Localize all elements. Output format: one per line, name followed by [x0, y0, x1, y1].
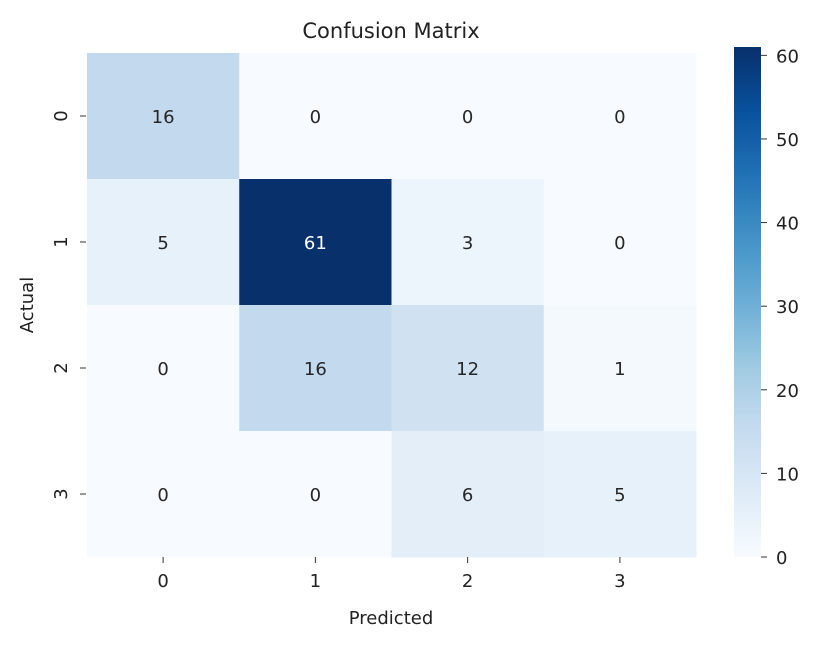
colorbar-tick-label-60: 60	[776, 46, 799, 67]
cell-label-2-2: 12	[456, 359, 479, 380]
cell-0-3	[543, 53, 697, 180]
x-tick-label-0: 0	[157, 571, 168, 592]
cell-label-1-2: 3	[462, 233, 473, 254]
cell-1-3	[543, 179, 697, 306]
cell-3-0	[87, 431, 240, 558]
cell-label-3-3: 5	[614, 485, 625, 506]
cell-1-2	[391, 179, 545, 306]
cell-2-2	[391, 305, 545, 432]
x-tick-label-2: 2	[462, 571, 473, 592]
y-tick-label-2: 2	[51, 362, 72, 373]
cell-2-1	[239, 305, 392, 432]
colorbar-tick-label-20: 20	[776, 381, 799, 402]
y-tick-label-1: 1	[51, 236, 72, 247]
cell-3-3	[543, 431, 697, 558]
y-tick-label-0: 0	[51, 110, 72, 121]
cell-label-2-3: 1	[614, 359, 625, 380]
cell-label-0-0: 16	[152, 107, 175, 128]
cell-2-0	[87, 305, 240, 432]
chart-title: Confusion Matrix	[302, 19, 479, 43]
cell-2-3	[543, 305, 697, 432]
cell-label-3-1: 0	[310, 485, 321, 506]
y-axis-label: Actual	[17, 277, 38, 333]
cell-label-0-2: 0	[462, 107, 473, 128]
cell-1-1	[239, 179, 392, 306]
y-tick-label-3: 3	[51, 488, 72, 499]
cell-label-0-3: 0	[614, 107, 625, 128]
cell-label-3-0: 0	[157, 485, 168, 506]
colorbar	[734, 47, 761, 557]
colorbar-tick-label-30: 30	[776, 297, 799, 318]
cell-label-1-0: 5	[157, 233, 168, 254]
colorbar-tick-label-0: 0	[776, 548, 787, 569]
cell-0-1	[239, 53, 392, 180]
colorbar-ticks: 0 10 20 30 40 50 60	[761, 46, 799, 569]
x-axis-label: Predicted	[349, 608, 434, 629]
cell-0-2	[391, 53, 545, 180]
x-ticks: 0 1 2 3	[157, 557, 626, 592]
cell-3-1	[239, 431, 392, 558]
cell-0-0	[87, 53, 240, 180]
y-ticks: 0 1 2 3	[51, 110, 86, 500]
cell-1-0	[87, 179, 240, 306]
cell-label-3-2: 6	[462, 485, 473, 506]
cell-label-2-0: 0	[157, 359, 168, 380]
x-tick-label-1: 1	[310, 571, 321, 592]
colorbar-tick-label-40: 40	[776, 214, 799, 235]
cell-label-0-1: 0	[310, 107, 321, 128]
colorbar-tick-label-10: 10	[776, 464, 799, 485]
cell-3-2	[391, 431, 545, 558]
cell-label-2-1: 16	[304, 359, 327, 380]
heatmap-cells: 16 0 0 0 5 61 3 0 0 16 12 1 0 0 6 5	[87, 53, 697, 558]
cell-label-1-3: 0	[614, 233, 625, 254]
colorbar-tick-label-50: 50	[776, 130, 799, 151]
cell-label-1-1: 61	[304, 233, 327, 254]
x-tick-label-3: 3	[614, 571, 625, 592]
